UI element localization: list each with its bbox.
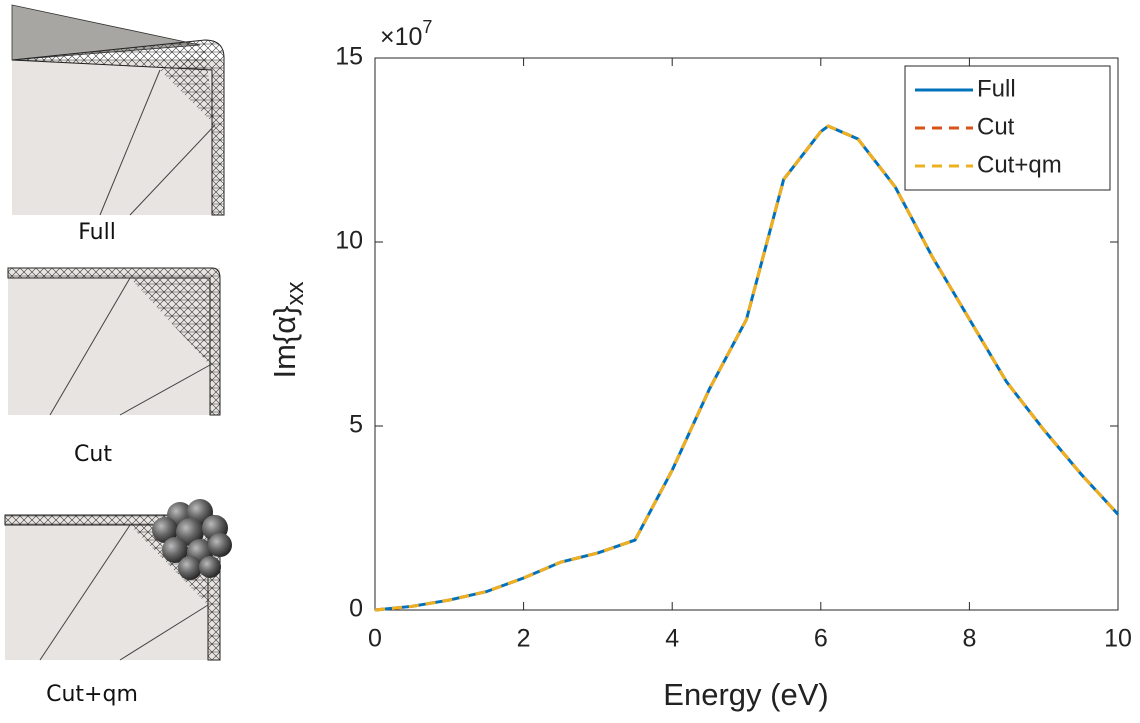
x-tick-label: 0 — [368, 625, 382, 653]
x-tick-label: 8 — [962, 625, 976, 653]
plot: 0 2 4 6 8 10 0 5 10 15 Full Cut Cut+qm — [335, 43, 1132, 653]
mesh-image-full — [11, 4, 225, 216]
legend-label: Cut+qm — [977, 151, 1062, 178]
image-caption: Cut — [74, 442, 112, 467]
y-multiplier: ×107 — [380, 17, 432, 51]
y-axis-label: Im{α}xx — [267, 281, 309, 378]
y-multiplier-base: ×10 — [380, 23, 422, 51]
x-tick-label: 10 — [1104, 625, 1132, 653]
y-axis-label-main: Im{α} — [267, 305, 302, 378]
y-tick-label: 0 — [349, 595, 363, 623]
mesh-image-cut — [7, 267, 221, 416]
x-tick-label: 6 — [814, 625, 828, 653]
y-tick-label: 10 — [335, 227, 363, 255]
y-tick-label: 15 — [335, 43, 363, 71]
image-caption: Full — [78, 220, 116, 245]
mesh-image-cut-qm — [4, 499, 232, 661]
x-tick-label: 2 — [517, 625, 531, 653]
y-tick-label: 5 — [349, 411, 363, 439]
legend-label: Cut — [977, 113, 1015, 140]
x-tick-label: 4 — [665, 625, 679, 653]
y-axis-label-subscript: xx — [282, 281, 309, 305]
series-line — [374, 124, 1120, 612]
x-axis-label: Energy (eV) — [663, 677, 828, 712]
y-multiplier-exponent: 7 — [422, 17, 432, 37]
image-caption: Cut+qm — [46, 682, 138, 707]
legend: Full Cut Cut+qm — [904, 65, 1111, 191]
legend-label: Full — [977, 75, 1016, 102]
